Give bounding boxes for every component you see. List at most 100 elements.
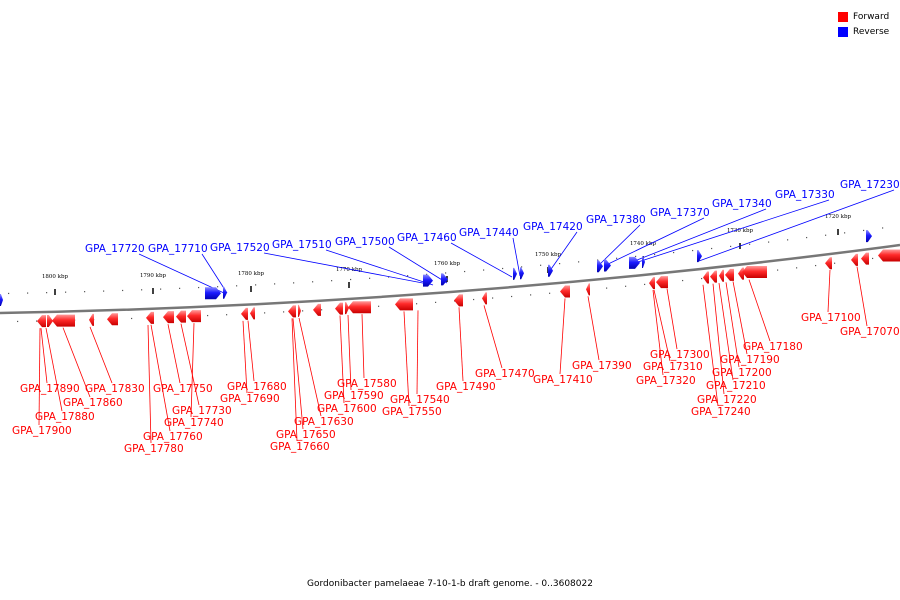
forward-gene-label[interactable]: GPA_17890 <box>20 383 80 395</box>
reverse-gene-arrow[interactable] <box>629 256 640 269</box>
forward-gene-label[interactable]: GPA_17730 <box>172 405 232 417</box>
forward-gene-label[interactable]: GPA_17900 <box>12 425 72 437</box>
forward-gene-label[interactable]: GPA_17830 <box>85 383 145 395</box>
forward-gene-label[interactable]: GPA_17300 <box>650 349 710 361</box>
reverse-leader <box>512 237 521 277</box>
reverse-gene-arrow[interactable] <box>513 267 517 280</box>
reverse-gene-arrow[interactable] <box>697 250 702 263</box>
forward-gene-label[interactable]: GPA_17630 <box>294 416 354 428</box>
reverse-gene-arrow[interactable] <box>441 273 448 286</box>
forward-gene-arrow[interactable] <box>52 314 75 327</box>
reverse-gene-arrow[interactable] <box>223 286 227 299</box>
forward-gene-arrow[interactable] <box>313 303 321 316</box>
forward-gene-arrow[interactable] <box>348 301 371 314</box>
reverse-gene-arrow[interactable] <box>520 267 524 280</box>
reverse-gene-label[interactable]: GPA_17440 <box>459 227 519 239</box>
forward-gene-arrow[interactable] <box>345 302 349 315</box>
forward-gene-label[interactable]: GPA_17210 <box>706 380 766 392</box>
forward-gene-arrow[interactable] <box>560 285 570 298</box>
forward-gene-arrow[interactable] <box>163 311 174 324</box>
forward-gene-arrow[interactable] <box>107 313 118 326</box>
forward-gene-arrow[interactable] <box>482 292 487 305</box>
forward-gene-label[interactable]: GPA_17580 <box>337 378 397 390</box>
forward-gene-label[interactable]: GPA_17600 <box>317 403 377 415</box>
forward-gene-label[interactable]: GPA_17240 <box>691 406 751 418</box>
forward-gene-arrow[interactable] <box>656 276 668 289</box>
forward-gene-label[interactable]: GPA_17540 <box>390 394 450 406</box>
reverse-gene-label[interactable]: GPA_17510 <box>272 239 332 251</box>
forward-gene-arrow[interactable] <box>176 310 186 323</box>
forward-gene-arrow[interactable] <box>851 253 858 266</box>
forward-gene-arrow[interactable] <box>703 271 709 284</box>
reverse-gene-arrow[interactable] <box>0 293 3 306</box>
forward-gene-arrow[interactable] <box>454 294 463 307</box>
forward-gene-label[interactable]: GPA_17410 <box>533 374 593 386</box>
forward-gene-arrow[interactable] <box>250 307 255 320</box>
forward-gene-arrow[interactable] <box>37 315 46 328</box>
reverse-gene-arrow[interactable] <box>205 287 221 300</box>
ruler-label: 1800 kbp <box>42 274 69 280</box>
forward-gene-label[interactable]: GPA_17180 <box>743 341 803 353</box>
forward-gene-label[interactable]: GPA_17200 <box>712 367 772 379</box>
forward-gene-label[interactable]: GPA_17780 <box>124 443 184 455</box>
forward-gene-arrow[interactable] <box>288 305 296 318</box>
forward-gene-label[interactable]: GPA_17070 <box>840 326 900 338</box>
reverse-gene-label[interactable]: GPA_17370 <box>650 207 710 219</box>
forward-gene-arrow[interactable] <box>47 314 53 327</box>
reverse-gene-arrow[interactable] <box>866 230 872 243</box>
reverse-gene-arrow[interactable] <box>604 259 611 272</box>
forward-gene-label[interactable]: GPA_17860 <box>63 397 123 409</box>
forward-gene-label[interactable]: GPA_17760 <box>143 431 203 443</box>
forward-gene-arrow[interactable] <box>725 268 734 281</box>
forward-gene-label[interactable]: GPA_17590 <box>324 390 384 402</box>
forward-gene-arrow[interactable] <box>187 310 201 323</box>
forward-gene-label[interactable]: GPA_17100 <box>801 312 861 324</box>
reverse-gene-label[interactable]: GPA_17710 <box>148 243 208 255</box>
forward-gene-label[interactable]: GPA_17320 <box>636 375 696 387</box>
forward-gene-arrow[interactable] <box>89 313 94 326</box>
forward-gene-label[interactable]: GPA_17690 <box>220 393 280 405</box>
reverse-gene-label[interactable]: GPA_17420 <box>523 221 583 233</box>
reverse-gene-arrow[interactable] <box>597 260 603 273</box>
forward-gene-label[interactable]: GPA_17470 <box>475 368 535 380</box>
forward-leader <box>732 281 748 355</box>
forward-gene-arrow[interactable] <box>649 277 655 290</box>
reverse-gene-label[interactable]: GPA_17330 <box>775 189 835 201</box>
forward-gene-label[interactable]: GPA_17660 <box>270 441 330 453</box>
forward-gene-arrow[interactable] <box>241 307 248 320</box>
reverse-gene-label[interactable]: GPA_17520 <box>210 242 270 254</box>
forward-gene-arrow[interactable] <box>146 311 154 324</box>
forward-gene-arrow[interactable] <box>878 249 900 262</box>
reverse-gene-label[interactable]: GPA_17340 <box>712 198 772 210</box>
forward-gene-arrow[interactable] <box>335 302 343 315</box>
forward-leader <box>190 323 195 418</box>
reverse-gene-arrow[interactable] <box>423 274 433 287</box>
forward-gene-arrow[interactable] <box>586 283 590 296</box>
forward-gene-arrow[interactable] <box>710 270 717 283</box>
forward-gene-label[interactable]: GPA_17880 <box>35 411 95 423</box>
forward-gene-arrow[interactable] <box>395 298 413 311</box>
reverse-gene-label[interactable]: GPA_17720 <box>85 243 145 255</box>
reverse-gene-label[interactable]: GPA_17460 <box>397 232 457 244</box>
forward-gene-label[interactable]: GPA_17190 <box>720 354 780 366</box>
forward-gene-arrow[interactable] <box>719 269 724 282</box>
forward-gene-arrow[interactable] <box>861 252 869 265</box>
forward-gene-label[interactable]: GPA_17220 <box>697 394 757 406</box>
forward-gene-label[interactable]: GPA_17680 <box>227 381 287 393</box>
forward-gene-label[interactable]: GPA_17740 <box>164 417 224 429</box>
forward-gene-label[interactable]: GPA_17390 <box>572 360 632 372</box>
forward-gene-arrow[interactable] <box>738 267 744 280</box>
reverse-gene-label[interactable]: GPA_17500 <box>335 236 395 248</box>
forward-gene-arrow[interactable] <box>742 266 767 279</box>
forward-gene-label[interactable]: GPA_17490 <box>436 381 496 393</box>
reverse-gene-label[interactable]: GPA_17230 <box>840 179 900 191</box>
reverse-gene-label[interactable]: GPA_17380 <box>586 214 646 226</box>
forward-gene-label[interactable]: GPA_17550 <box>382 406 442 418</box>
reverse-gene-arrow[interactable] <box>642 255 645 268</box>
forward-gene-label[interactable]: GPA_17310 <box>643 361 703 373</box>
forward-gene-arrow[interactable] <box>298 304 301 317</box>
reverse-gene-arrow[interactable] <box>548 264 553 277</box>
forward-gene-arrow[interactable] <box>825 257 832 270</box>
forward-gene-label[interactable]: GPA_17750 <box>153 383 213 395</box>
forward-gene-label[interactable]: GPA_17650 <box>276 429 336 441</box>
